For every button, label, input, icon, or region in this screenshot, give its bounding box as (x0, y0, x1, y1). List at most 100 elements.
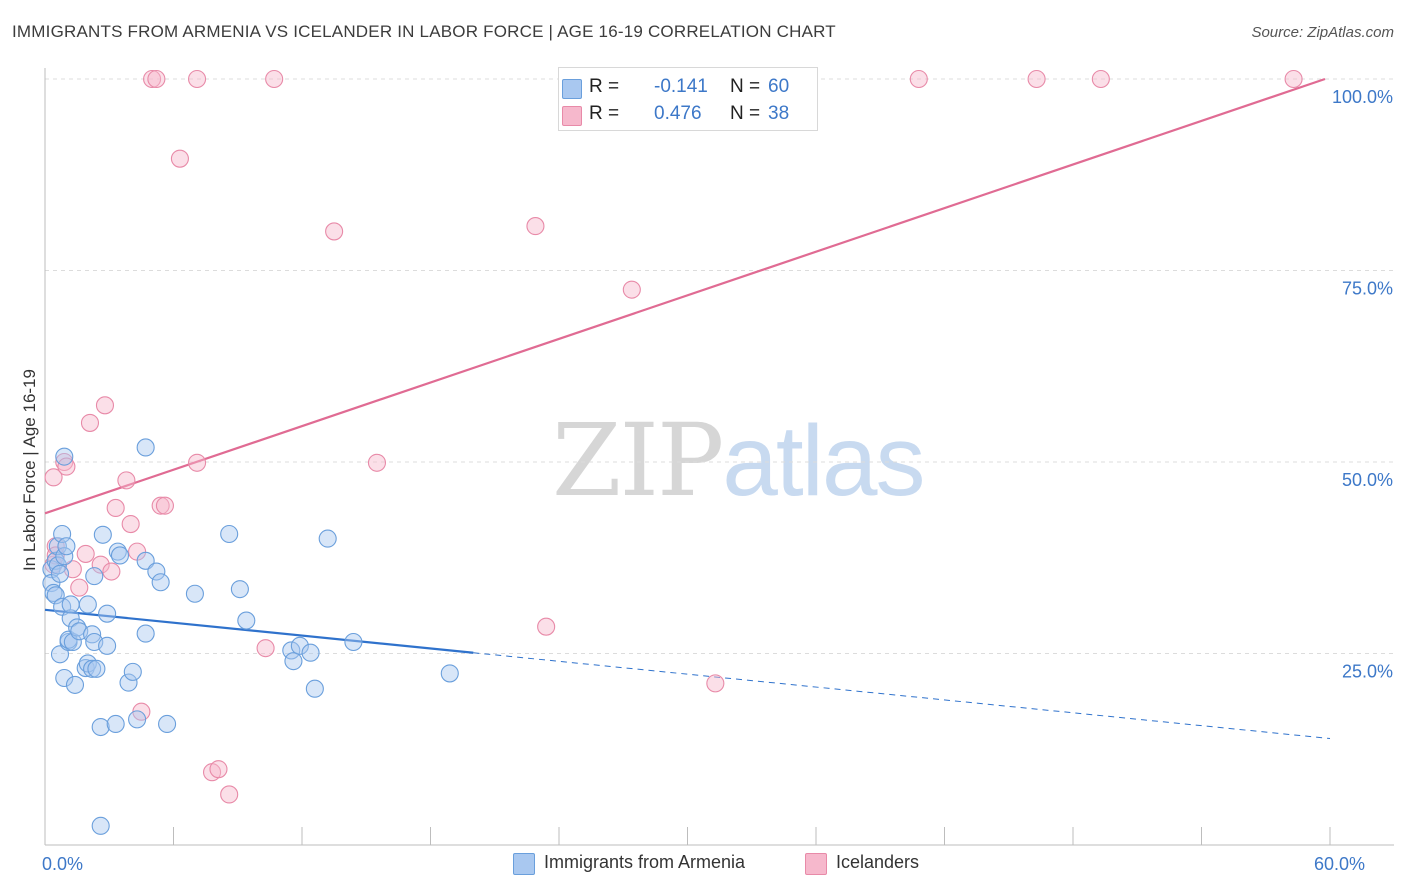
armenia-point (344, 632, 363, 652)
armenia-point (147, 562, 166, 581)
armenia-point (55, 668, 74, 688)
armenia-point (46, 586, 65, 605)
icelanders-trend-line (44, 77, 1326, 515)
icelanders-point (706, 674, 725, 693)
icelanders-point (367, 453, 387, 472)
armenia-point (78, 595, 97, 614)
armenia-trend-extension (473, 652, 1331, 740)
icelanders-point (909, 69, 928, 89)
icelanders-point (256, 639, 275, 658)
icelanders-point (91, 555, 110, 574)
icelanders-point (526, 217, 545, 236)
armenia-point (301, 643, 320, 662)
grid-layer (45, 78, 1394, 654)
armenia-point (220, 524, 239, 544)
armenia-point (55, 447, 74, 466)
armenia-point (98, 604, 117, 623)
armenia-point (136, 438, 155, 457)
armenia-point (63, 632, 82, 652)
icelanders-point (188, 453, 207, 472)
icelanders-point (209, 760, 228, 779)
armenia-point (305, 679, 324, 698)
armenia-point (98, 636, 117, 655)
armenia-point (65, 675, 85, 694)
armenia-swatch (562, 79, 582, 99)
legend-swatch-armenia (513, 853, 535, 875)
legend-item-armenia[interactable]: Immigrants from Armenia (513, 852, 746, 875)
icelanders-point (622, 280, 641, 299)
icelanders-point (220, 785, 239, 804)
y-tick-label: 100.0% (1332, 87, 1393, 107)
icelanders-point (1091, 69, 1110, 89)
tick-labels-layer: 25.0% 50.0% 75.0% 100.0% 0.0% 60.0% (42, 87, 1393, 874)
armenia-point (91, 717, 110, 737)
icelanders-point (1027, 69, 1046, 89)
icelanders-point (151, 496, 170, 515)
armenia-point (61, 595, 80, 614)
armenia-trend-line (44, 608, 474, 654)
n-label: N = (730, 103, 761, 124)
armenia-point (57, 537, 76, 556)
legend-item-icelanders[interactable]: Icelanders (805, 852, 920, 875)
legend-label-icelanders: Icelanders (836, 852, 920, 872)
icelanders-point (188, 69, 207, 89)
r-value: 0.476 (654, 103, 702, 124)
armenia-point (83, 625, 102, 644)
n-value: 60 (768, 76, 790, 97)
icelanders-point (170, 149, 189, 168)
icelanders-swatch (562, 106, 582, 126)
n-value: 38 (768, 103, 790, 124)
armenia-point (61, 609, 80, 628)
legend-label-armenia: Immigrants from Armenia (544, 852, 746, 872)
icelanders-point (106, 498, 125, 518)
r-label: R = (589, 103, 620, 124)
armenia-point (284, 652, 303, 671)
armenia-point (440, 664, 459, 683)
armenia-point (50, 564, 70, 583)
watermark: ZIPatlas (552, 402, 926, 519)
icelanders-point (1284, 69, 1303, 89)
n-label: N = (730, 76, 761, 97)
icelanders-point (44, 468, 63, 487)
icelanders-point (537, 617, 556, 636)
stats-box: R = -0.141 N = 60 R = 0.476 N = 38 (558, 67, 818, 131)
armenia-point (44, 583, 63, 603)
watermark-zip: ZIP (552, 402, 724, 519)
icelanders-point (117, 471, 136, 490)
chart-title: IMMIGRANTS FROM ARMENIA VS ICELANDER IN … (12, 22, 836, 41)
icelanders-point (155, 496, 174, 515)
armenia-point (106, 714, 125, 734)
armenia-point (83, 659, 102, 678)
r-label: R = (589, 76, 620, 97)
armenia-point (128, 710, 147, 729)
watermark-atlas: atlas (722, 405, 925, 517)
icelanders-point (102, 562, 121, 581)
icelanders-point (76, 544, 95, 563)
armenia-point (136, 624, 155, 643)
armenia-point (151, 573, 170, 592)
icelanders-point (55, 452, 74, 472)
armenia-point (110, 546, 130, 565)
armenia-point (85, 567, 104, 586)
axes-layer (44, 68, 1394, 846)
x-tick-label: 60.0% (1314, 854, 1365, 874)
icelanders-point (265, 69, 284, 89)
armenia-point (119, 673, 138, 692)
icelanders-point (70, 578, 89, 597)
legend-swatch-icelanders (805, 853, 827, 875)
icelanders-point (147, 69, 166, 89)
armenia-point (282, 641, 301, 660)
armenia-point (230, 580, 249, 599)
x-tick-label: 0.0% (42, 854, 83, 874)
armenia-point (185, 584, 204, 603)
armenia-point (93, 525, 112, 544)
r-value: -0.141 (654, 76, 708, 97)
trend-layer (44, 77, 1331, 740)
armenia-point (91, 816, 110, 835)
points-layer (42, 69, 1303, 835)
y-tick-label: 50.0% (1342, 470, 1393, 490)
y-tick-label: 75.0% (1342, 279, 1393, 299)
icelanders-point (95, 396, 115, 415)
armenia-point (158, 714, 177, 734)
